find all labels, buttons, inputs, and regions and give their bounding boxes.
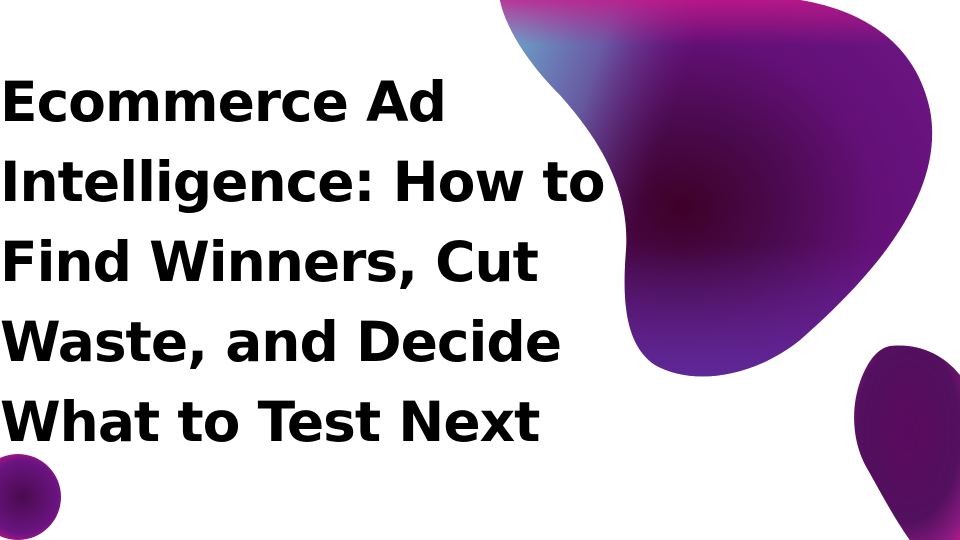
page-title: Ecommerce Ad Intelligence: How to Find W… [0, 70, 606, 454]
large-blob [500, 0, 933, 377]
small-blob-bottom-left [0, 454, 61, 540]
small-blob-bottom-right [854, 345, 960, 540]
